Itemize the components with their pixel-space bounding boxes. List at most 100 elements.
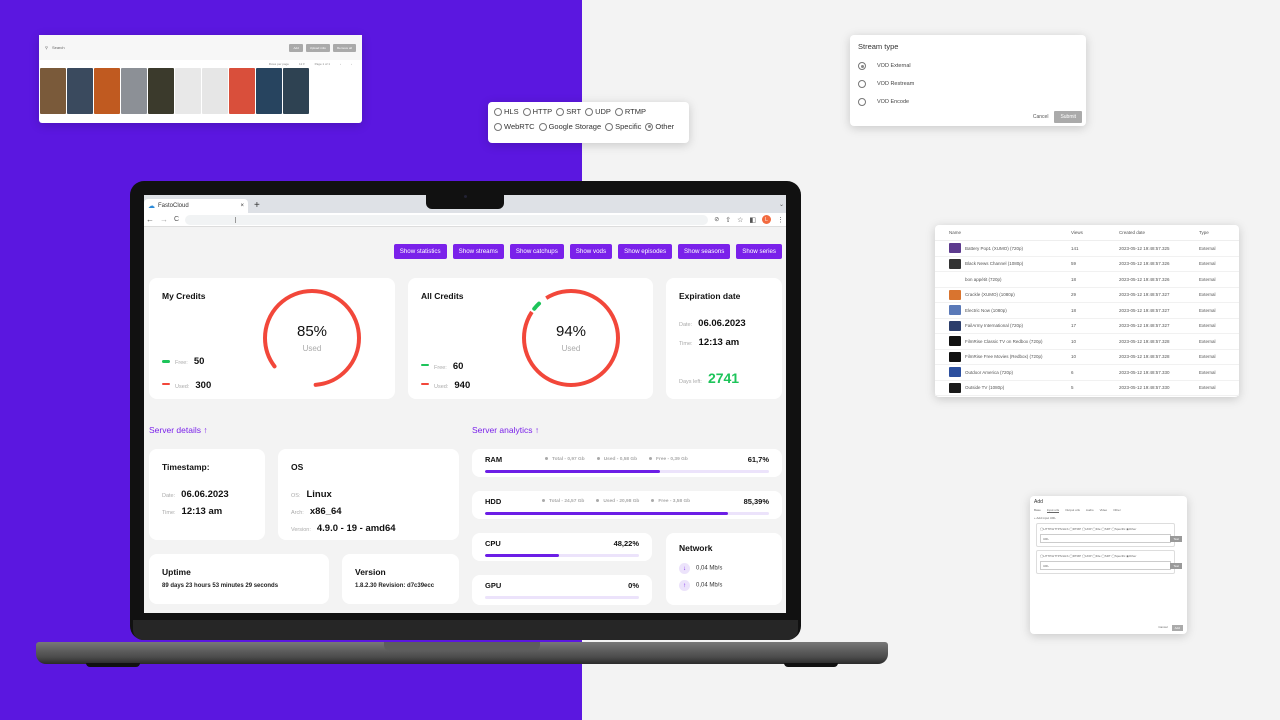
column-created-date[interactable]: Created date <box>1119 230 1146 235</box>
add-button[interactable]: Add <box>289 43 303 52</box>
dialog-tab[interactable]: Output urls <box>1065 508 1080 512</box>
new-tab-button[interactable]: + <box>254 200 260 211</box>
dialog-tab[interactable]: Input urls <box>1046 508 1060 513</box>
url-input[interactable] <box>185 214 709 225</box>
action-button[interactable]: Show catchups <box>509 244 564 259</box>
radio-icon <box>858 98 866 106</box>
poster-card[interactable] <box>148 68 174 114</box>
add-button[interactable]: Add <box>1171 625 1183 631</box>
card-title: OS <box>291 462 304 472</box>
poster-card[interactable] <box>229 68 255 114</box>
input-url-group: ◯HTTP/HTTPS/HLS ◯RTMP ◯UDP ◯File ◯SRT ◯S… <box>1036 550 1182 574</box>
column-type[interactable]: Type <box>1199 230 1209 235</box>
next-page-button[interactable]: › <box>351 62 352 66</box>
cancel-button[interactable]: Cancel <box>1032 114 1049 120</box>
card-title: My Credits <box>162 291 206 301</box>
add-input-url-button[interactable]: + Add input URL <box>1034 516 1056 520</box>
table-row[interactable]: Battery Pop1 (XUMO) (720p) 141 2023-05-12 … <box>935 241 1239 257</box>
all-credits-donut <box>521 288 621 388</box>
rows-per-page-select[interactable]: 12 ▾ <box>298 62 305 66</box>
radio-icon <box>585 107 594 116</box>
protocol-radio[interactable]: UDP <box>585 107 611 116</box>
type: External <box>1199 338 1216 344</box>
action-button[interactable]: Show series <box>736 244 782 259</box>
protocol-radio[interactable]: Google Storage <box>538 122 601 131</box>
protocol-picker: HLS HTTP SRT UDP RTMP WebRTC Google Storage Sp… <box>488 102 689 143</box>
table-row[interactable]: bon appétit (720p) 18 2023-05-12 19:48:57.… <box>935 272 1239 288</box>
poster-card[interactable] <box>121 68 147 114</box>
protocol-radio[interactable]: WebRTC <box>494 122 535 131</box>
back-icon[interactable]: ← <box>146 215 154 224</box>
protocol-radio[interactable]: HTTP <box>522 107 552 116</box>
stream-type-option[interactable]: VOD Restream <box>858 75 1078 93</box>
protocol-radio[interactable]: RTMP <box>614 107 646 116</box>
prev-page-button[interactable]: ‹ <box>340 62 341 66</box>
poster-card[interactable] <box>40 68 66 114</box>
column-name[interactable]: Name <box>949 230 962 235</box>
stream-type-option[interactable]: VOD Encode <box>858 93 1078 111</box>
avatar[interactable]: L <box>762 215 771 224</box>
upload-m3u-button[interactable]: Upload m3u <box>305 43 330 52</box>
page-indicator: Page 1 of 1 <box>314 62 330 66</box>
cancel-button[interactable]: Cancel <box>1158 625 1168 629</box>
browser-tab[interactable]: ☁ FastoCloud × <box>144 199 248 213</box>
poster-card[interactable] <box>94 68 120 114</box>
action-button[interactable]: Show statistics <box>393 244 447 259</box>
table-row[interactable]: FilmRise Free Movies (Redbox) (720p) 10 20… <box>935 350 1239 365</box>
action-button[interactable]: Show streams <box>452 244 504 259</box>
chevron-down-icon[interactable]: ⌄ <box>778 201 784 208</box>
submit-button[interactable]: Submit <box>1054 111 1082 123</box>
poster-card[interactable] <box>175 68 201 114</box>
table-row[interactable]: Electric Now (1080p) 18 2023-05-12 19:48:5… <box>935 303 1239 319</box>
server-analytics-toggle[interactable]: Server analytics ↑ <box>472 425 540 435</box>
search-input[interactable]: Search <box>51 45 65 50</box>
stream-type-option[interactable]: VOD External <box>858 57 1078 75</box>
close-tab-icon[interactable]: × <box>240 203 244 209</box>
sidebar-icon[interactable]: ◧ <box>749 216 756 224</box>
cloud-sync-icon[interactable]: ⊘ <box>714 217 720 223</box>
poster-card[interactable] <box>67 68 93 114</box>
server-details-toggle[interactable]: Server details ↑ <box>149 425 208 435</box>
remove-all-button[interactable]: Remove all <box>332 43 356 52</box>
created-date: 2023-05-12 19:48:57.327 <box>1119 292 1170 298</box>
share-icon[interactable]: ⇧ <box>725 216 732 224</box>
laptop-groove <box>384 642 540 651</box>
poster-card[interactable] <box>283 68 309 114</box>
protocol-options[interactable]: ◯HTTP/HTTPS/HLS ◯RTMP ◯UDP ◯File ◯SRT ◯S… <box>1040 527 1137 531</box>
dialog-tab[interactable]: Video <box>1099 508 1108 512</box>
url-input[interactable]: URL <box>1043 563 1050 568</box>
protocol-radio[interactable]: SRT <box>556 107 581 116</box>
test-button[interactable]: Test <box>1170 535 1182 542</box>
created-date: 2023-05-12 19:48:57.328 <box>1119 338 1170 344</box>
table-row[interactable]: FailArmy International (720p) 17 2023-05-1… <box>935 319 1239 334</box>
action-button[interactable]: Show seasons <box>678 244 731 259</box>
dialog-tab[interactable]: Base <box>1034 508 1041 512</box>
dialog-tab[interactable]: Other <box>1113 508 1121 512</box>
star-icon[interactable]: ☆ <box>737 216 744 224</box>
table-row[interactable]: Outdoor America (720p) 6 2023-05-12 19:48:… <box>935 365 1239 381</box>
protocol-options[interactable]: ◯HTTP/HTTPS/HLS ◯RTMP ◯UDP ◯File ◯SRT ◯S… <box>1040 554 1137 558</box>
laptop-foot <box>86 663 140 667</box>
poster-card[interactable] <box>202 68 228 114</box>
protocol-radio[interactable]: Other <box>645 122 674 131</box>
gpu-progress <box>485 596 639 599</box>
column-views[interactable]: Views <box>1071 230 1083 235</box>
table-row[interactable]: FilmRise Classic TV on Redbox (720p) 10 20… <box>935 334 1239 350</box>
action-button[interactable]: Show episodes <box>618 244 673 259</box>
poster-card[interactable] <box>256 68 282 114</box>
table-row[interactable]: Black News Channel (1080p) 59 2023-05-12 1… <box>935 257 1239 272</box>
forward-icon[interactable]: → <box>160 215 168 224</box>
protocol-radio[interactable]: HLS <box>494 107 519 116</box>
reload-icon[interactable]: C <box>174 216 180 223</box>
url-input[interactable]: URL <box>1043 536 1050 541</box>
menu-icon[interactable]: ⋮ <box>777 216 784 224</box>
table-header: Name Views Created date Type <box>935 225 1239 241</box>
channel-name: FilmRise Classic TV on Redbox (720p) <box>965 338 1043 344</box>
table-row[interactable]: Crackle (XUMO) (1080p) 29 2023-05-12 19:48… <box>935 288 1239 303</box>
os-version: Version: 4.9.0 - 19 - amd64 <box>291 523 396 534</box>
test-button[interactable]: Test <box>1170 562 1182 569</box>
protocol-radio[interactable]: Specific <box>605 122 641 131</box>
action-button[interactable]: Show vods <box>569 244 613 259</box>
table-row[interactable]: Outside TV (1080p) 5 2023-05-12 19:48:57.3… <box>935 381 1239 396</box>
dialog-tab[interactable]: Audio <box>1085 508 1094 512</box>
